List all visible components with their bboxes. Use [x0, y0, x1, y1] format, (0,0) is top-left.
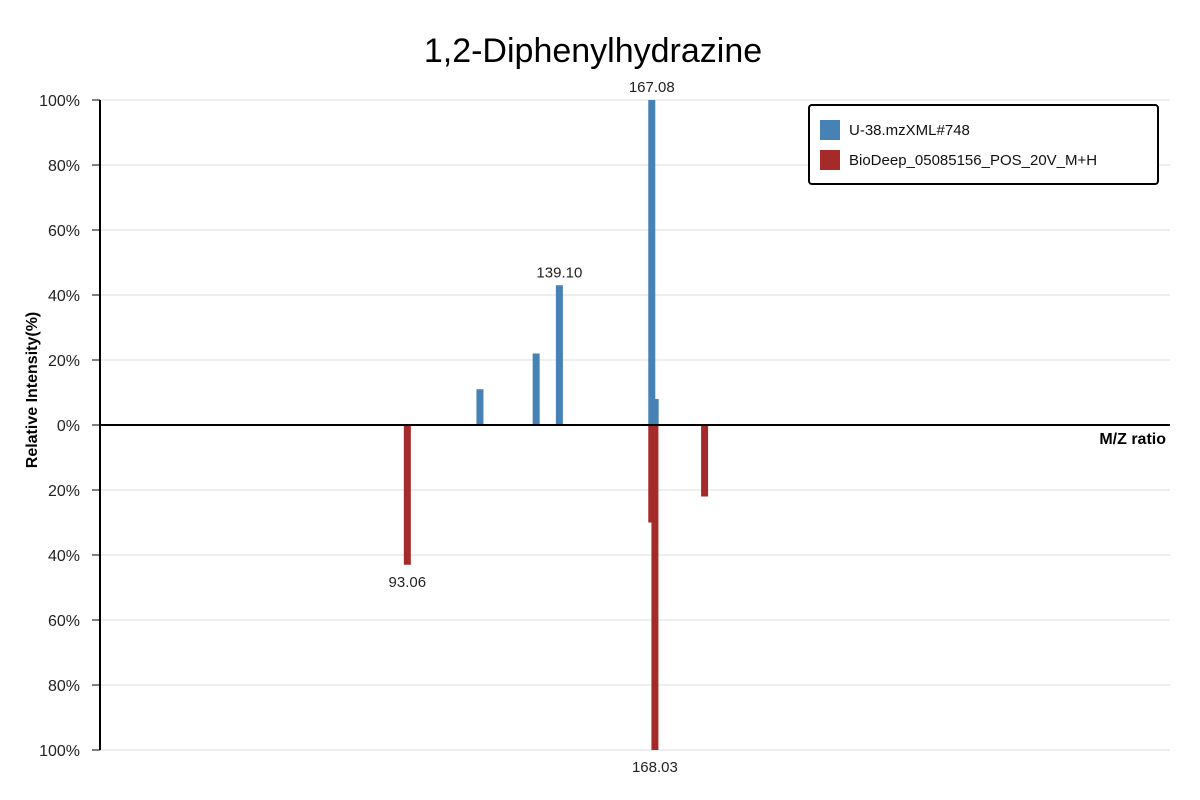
query-peak-bar [555, 285, 563, 425]
y-tick-label: 80% [48, 678, 80, 695]
y-tick-label: 100% [39, 93, 80, 110]
y-tick-label: 80% [48, 158, 80, 175]
y-tick-label: 0% [57, 418, 80, 435]
legend: U-38.mzXML#748 BioDeep_05085156_POS_20V_… [808, 104, 1159, 185]
peak-labels: 139.10 167.08 93.06 168.03 [389, 79, 678, 776]
y-tick-label: 60% [48, 613, 80, 630]
axes [99, 100, 1170, 750]
peak-label: 93.06 [389, 574, 427, 591]
spectrum-bars [403, 100, 709, 750]
query-peak-bar [648, 100, 656, 425]
y-tick-label: 60% [48, 223, 80, 240]
query-peak-bar [476, 389, 484, 425]
legend-box [808, 104, 1159, 185]
query-peak-bar [532, 353, 540, 425]
peak-label: 139.10 [536, 264, 582, 281]
reference-peak-bar [701, 425, 709, 497]
y-tick-label: 100% [39, 743, 80, 760]
reference-peak-bar [651, 425, 659, 750]
y-tick-label: 40% [48, 548, 80, 565]
y-tick-label: 20% [48, 483, 80, 500]
y-tick-label: 40% [48, 288, 80, 305]
legend-label-reference: BioDeep_05085156_POS_20V_M+H [849, 152, 1097, 169]
chart-title: 1,2-Diphenylhydrazine [424, 32, 762, 70]
x-axis-label: M/Z ratio [1099, 431, 1166, 448]
y-axis-label: Relative Intensity(%) [24, 312, 41, 468]
query-peak-bar [651, 399, 659, 425]
legend-label-query: U-38.mzXML#748 [849, 122, 970, 139]
legend-swatch-query [820, 120, 840, 140]
legend-swatch-reference [820, 150, 840, 170]
peak-label: 168.03 [632, 759, 678, 776]
y-tick-labels: 100% 80% 60% 40% 20% 0% 20% 40% 60% 80% 100% [39, 93, 80, 760]
peak-label: 167.08 [629, 79, 675, 96]
y-tick-label: 20% [48, 353, 80, 370]
reference-peak-bar [403, 425, 411, 565]
